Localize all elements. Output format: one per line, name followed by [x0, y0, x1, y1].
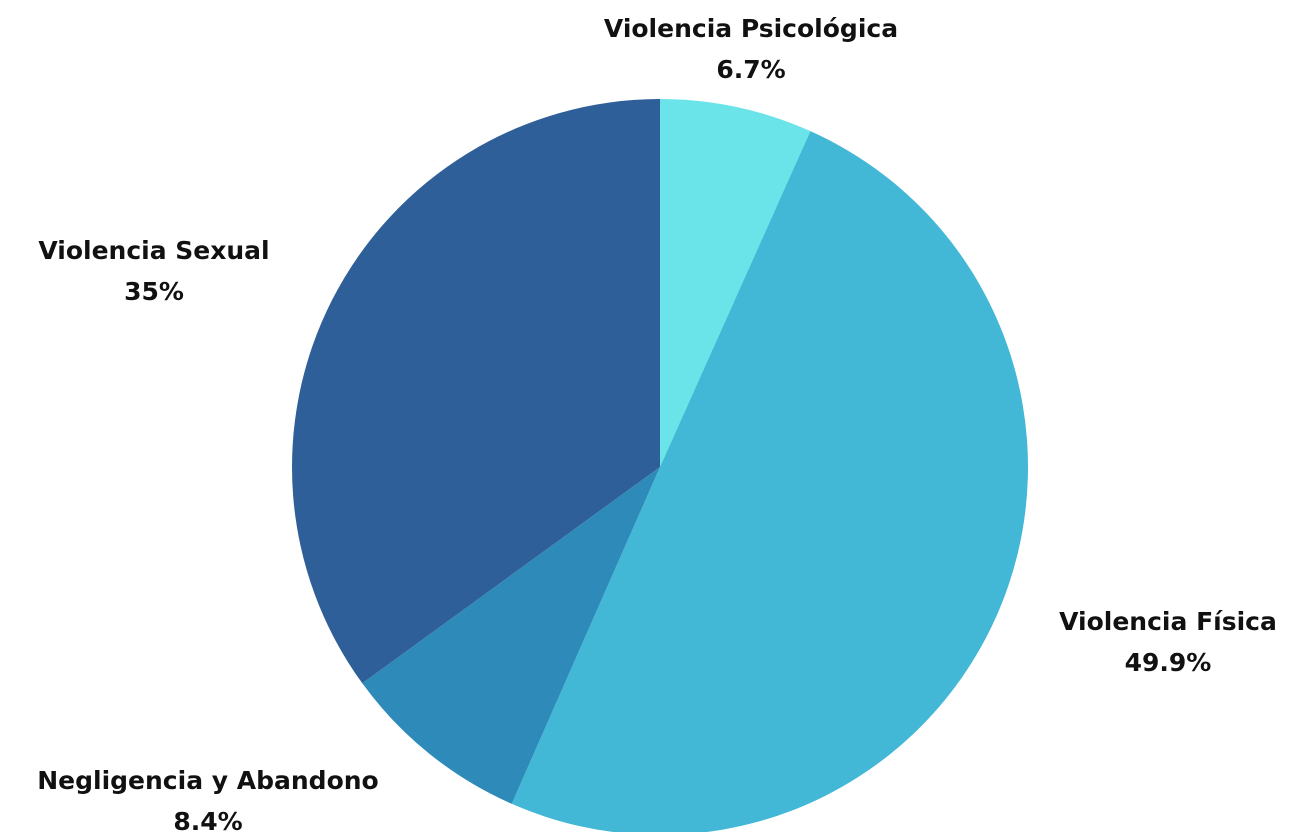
pie-slice-violencia-sexual [292, 99, 660, 684]
slice-value-violencia-fisica: 49.9% [1125, 648, 1212, 677]
slice-label-violencia-fisica: Violencia Física [1059, 607, 1277, 636]
slice-label-violencia-psicologica: Violencia Psicológica [604, 14, 898, 43]
slice-value-violencia-sexual: 35% [124, 277, 184, 306]
pie-slice-violencia-fisica [511, 131, 1028, 832]
pie-labels: Violencia Psicológica 6.7% Violencia Fís… [37, 14, 1277, 832]
pie-slice-negligencia-y-abandono [362, 467, 660, 804]
slice-value-negligencia-y-abandono: 8.4% [173, 807, 242, 832]
pie-slice-violencia-psicologica [660, 99, 811, 467]
slice-label-negligencia-y-abandono: Negligencia y Abandono [37, 766, 378, 795]
pie-slices [292, 99, 1028, 832]
slice-value-violencia-psicologica: 6.7% [716, 55, 785, 84]
slice-label-violencia-sexual: Violencia Sexual [38, 236, 269, 265]
